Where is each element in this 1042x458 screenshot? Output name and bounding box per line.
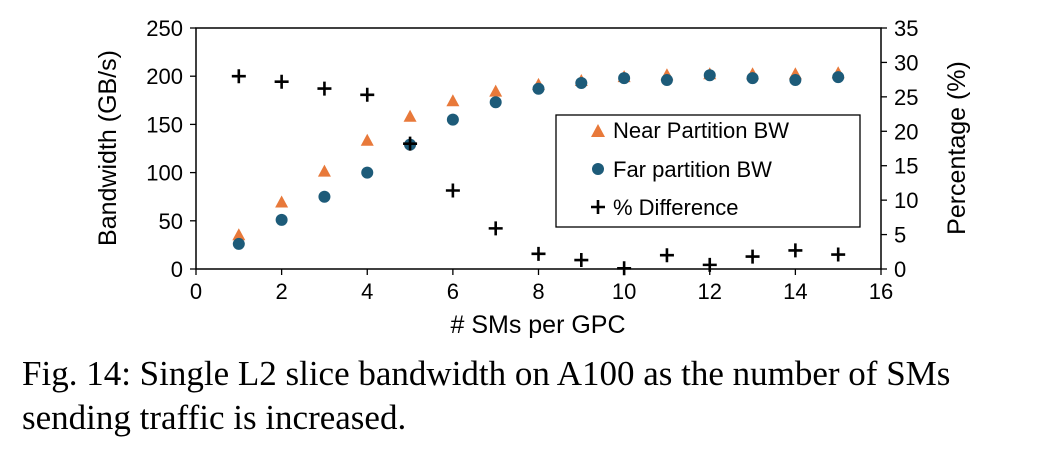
point-far-bw [446,113,459,126]
y2-tick-label: 15 [894,154,918,179]
point-diff [702,257,717,272]
point-diff [531,246,546,261]
x-tick-label: 10 [612,279,636,304]
y-tick-label: 150 [146,112,183,137]
point-near-bw [360,133,374,146]
x-tick-label: 4 [361,279,373,304]
point-near-bw [403,109,417,122]
point-diff [659,248,674,263]
legend-label-diff: % Difference [613,195,739,220]
x-tick-label: 0 [190,279,202,304]
y-tick-label: 200 [146,64,183,89]
point-diff [617,261,632,276]
point-far-bw [703,69,716,82]
point-diff [788,243,803,258]
point-near-bw [489,84,503,97]
x-tick-label: 16 [869,279,893,304]
chart: 0 2 4 6 8 10 12 14 16 0 50 100 150 200 250 0 5 10 15 20 25… [94,16,971,339]
point-far-bw [489,96,502,109]
y-tick-label: 100 [146,161,183,186]
point-diff [403,136,418,151]
point-far-bw [275,213,288,226]
point-diff [831,247,846,262]
x-tick-label: 6 [447,279,459,304]
point-diff [488,221,503,236]
y2-tick-label: 20 [894,119,918,144]
point-diff [274,74,289,89]
legend: Near Partition BW Far partition BW % Dif… [555,114,861,228]
point-far-bw [575,76,588,89]
point-diff [360,87,375,102]
point-far-bw [789,74,802,87]
y2-axis-label: Percentage (%) [943,61,971,235]
point-near-bw [317,164,331,177]
y2-tick-label: 25 [894,85,918,110]
y-tick-label: 250 [146,16,183,41]
x-axis-label: # SMs per GPC [450,311,625,339]
x-tick-label: 2 [276,279,288,304]
point-diff [445,183,460,198]
x-tick-label: 14 [783,279,807,304]
point-far-bw [660,74,673,87]
y-tick-label: 50 [159,209,183,234]
legend-marker-near [591,124,605,137]
point-diff [745,249,760,264]
x-axis-ticks: 0 2 4 6 8 10 12 14 16 [190,269,893,304]
legend-marker-diff [591,200,605,214]
y2-tick-label: 30 [894,50,918,75]
legend-label-near: Near Partition BW [613,118,789,143]
x-tick-label: 12 [698,279,722,304]
point-far-bw [832,71,845,84]
point-far-bw [618,72,631,85]
point-far-bw [361,166,374,179]
point-far-bw [232,237,245,250]
y-axis-label: Bandwidth (GB/s) [94,50,122,246]
point-near-bw [232,228,246,241]
legend-label-far: Far partition BW [613,157,772,182]
y-axis-ticks: 0 50 100 150 200 250 [146,16,196,282]
legend-marker-far [592,163,604,175]
y2-tick-label: 5 [894,223,906,248]
point-far-bw [532,82,545,95]
figure-caption: Fig. 14: Single L2 slice bandwidth on A1… [22,354,951,437]
point-far-bw [318,190,331,203]
y-tick-label: 0 [171,257,183,282]
legend-box [555,114,861,228]
point-diff [317,81,332,96]
point-diff [231,69,246,84]
y2-tick-label: 10 [894,188,918,213]
data-points [231,66,846,276]
y2-tick-label: 35 [894,16,918,41]
point-near-bw [275,195,289,208]
y2-tick-label: 0 [894,257,906,282]
x-tick-label: 8 [532,279,544,304]
point-far-bw [746,72,759,85]
point-diff [574,253,589,268]
y2-axis-ticks: 0 5 10 15 20 25 30 35 [881,16,918,282]
point-near-bw [446,94,460,107]
